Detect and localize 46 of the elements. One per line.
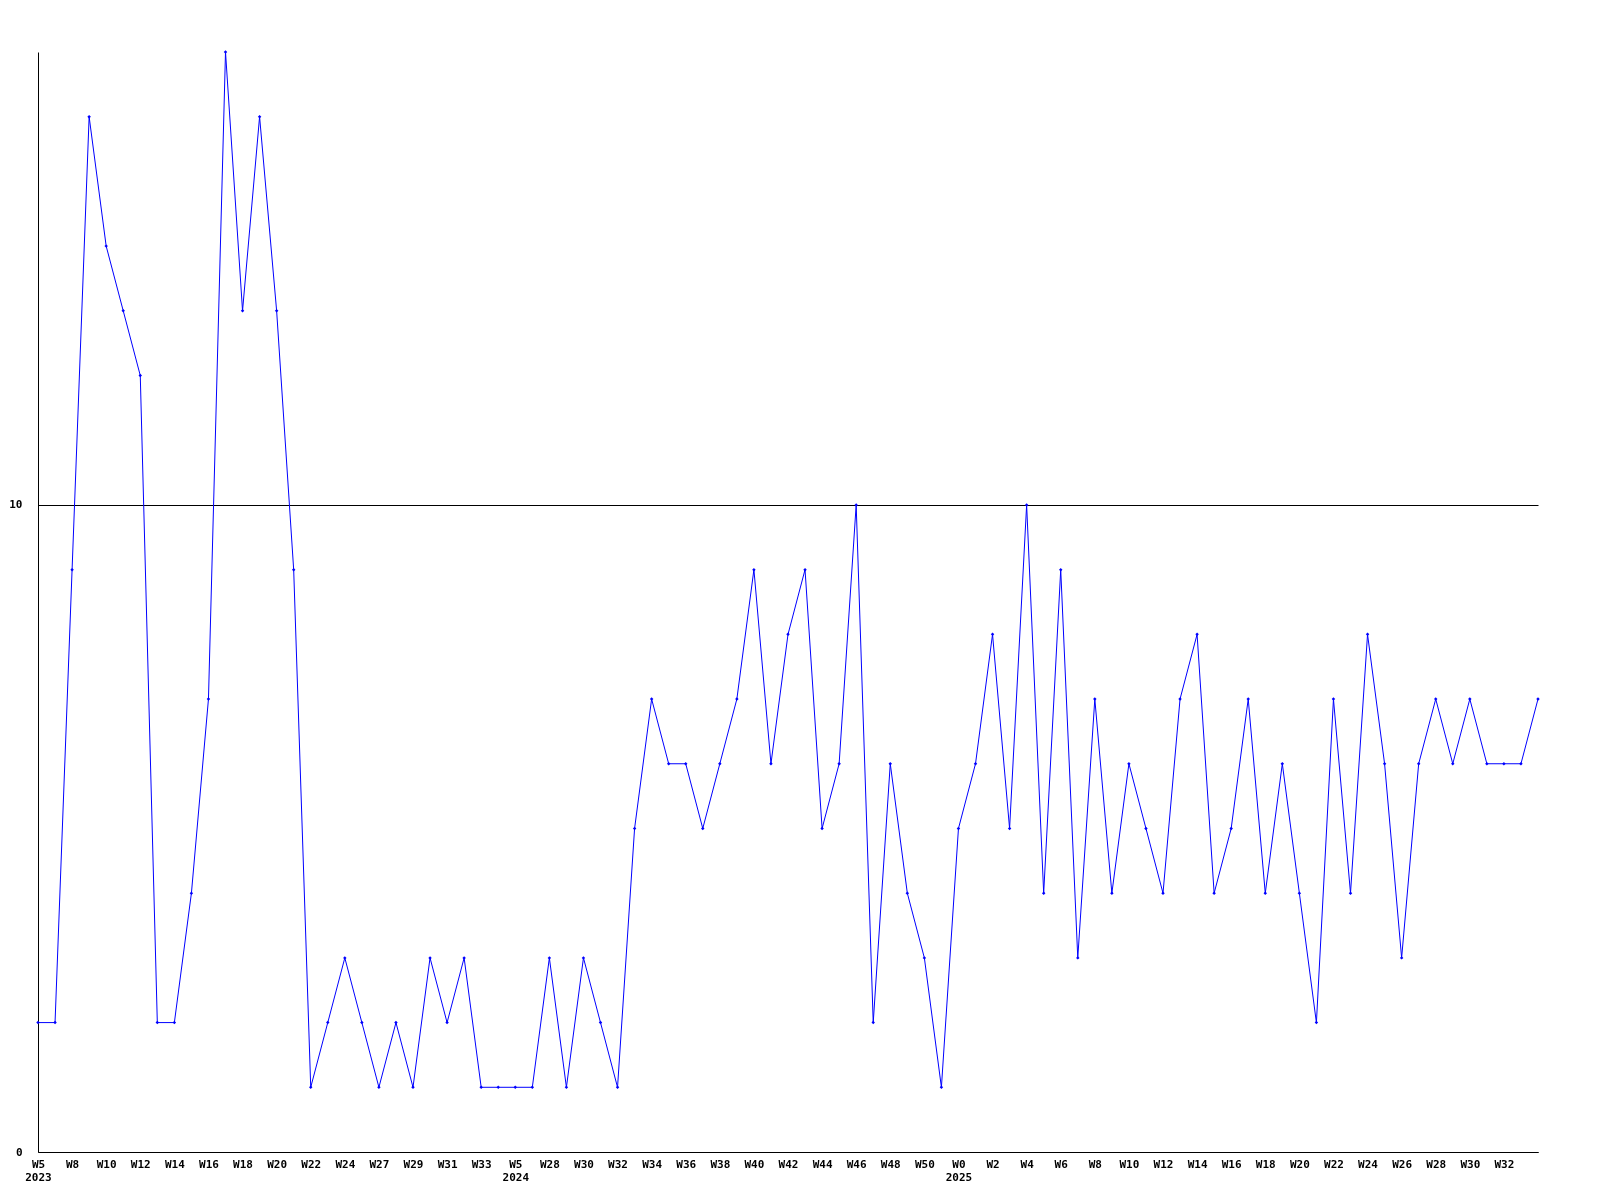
x-tick-label: W24 — [335, 1157, 356, 1171]
x-tick-label: W33 — [471, 1157, 492, 1171]
x-tick-label: W26 — [1392, 1157, 1413, 1171]
x-tick-label: W32 — [608, 1157, 628, 1171]
x-tick-label: W22 — [301, 1157, 322, 1171]
x-tick-label: W29 — [403, 1157, 424, 1171]
x-tick-label: W0 2025 — [945, 1157, 973, 1184]
x-tick-label: W28 — [1426, 1157, 1447, 1171]
x-tick-label: W22 — [1324, 1157, 1344, 1171]
x-tick-label: W46 — [846, 1157, 867, 1171]
x-tick-label: W16 — [1221, 1157, 1242, 1171]
x-tick-label: W44 — [812, 1157, 833, 1171]
x-tick-label: W50 — [914, 1157, 935, 1171]
x-tick-label: W14 — [1187, 1157, 1208, 1171]
x-tick-label: W28 — [539, 1157, 560, 1171]
x-tick-label: W38 — [710, 1157, 731, 1171]
x-tick-label: W20 — [267, 1157, 288, 1171]
x-tick-label: W27 — [369, 1157, 390, 1171]
x-tick-label: W18 — [1255, 1157, 1276, 1171]
x-tick-label: W16 — [199, 1157, 220, 1171]
x-tick-label: W48 — [880, 1157, 901, 1171]
x-tick-label: W6 — [1054, 1157, 1069, 1171]
x-tick-label: W8 — [65, 1157, 80, 1171]
y-tick-label: 10 — [9, 498, 23, 512]
x-tick-label: W2 — [986, 1157, 1000, 1171]
x-tick-label: W42 — [778, 1157, 799, 1171]
x-tick-label: W10 — [96, 1157, 117, 1171]
x-tick-label: W20 — [1289, 1157, 1310, 1171]
x-tick-label: W5 2024 — [502, 1157, 530, 1184]
x-tick-label: W10 — [1119, 1157, 1140, 1171]
y-tick-label: 0 — [15, 1145, 23, 1159]
x-tick-label: W5 2023 — [25, 1157, 52, 1184]
x-tick-label: W34 — [642, 1157, 663, 1171]
x-tick-label: W12 — [1153, 1157, 1174, 1171]
x-tick-label: W40 — [744, 1157, 765, 1171]
x-tick-label: W8 — [1088, 1157, 1102, 1171]
x-tick-label: W12 — [130, 1157, 151, 1171]
x-tick-label: W14 — [164, 1157, 186, 1171]
x-tick-label: W18 — [233, 1157, 253, 1171]
x-tick-label: W32 — [1494, 1157, 1515, 1171]
x-tick-label: W36 — [676, 1157, 697, 1171]
x-tick-label: W24 — [1358, 1157, 1379, 1171]
x-tick-label: W31 — [437, 1157, 458, 1171]
x-tick-label: W30 — [574, 1157, 594, 1171]
x-tick-label: W4 — [1020, 1157, 1035, 1171]
x-tick-label: W30 — [1460, 1157, 1481, 1171]
